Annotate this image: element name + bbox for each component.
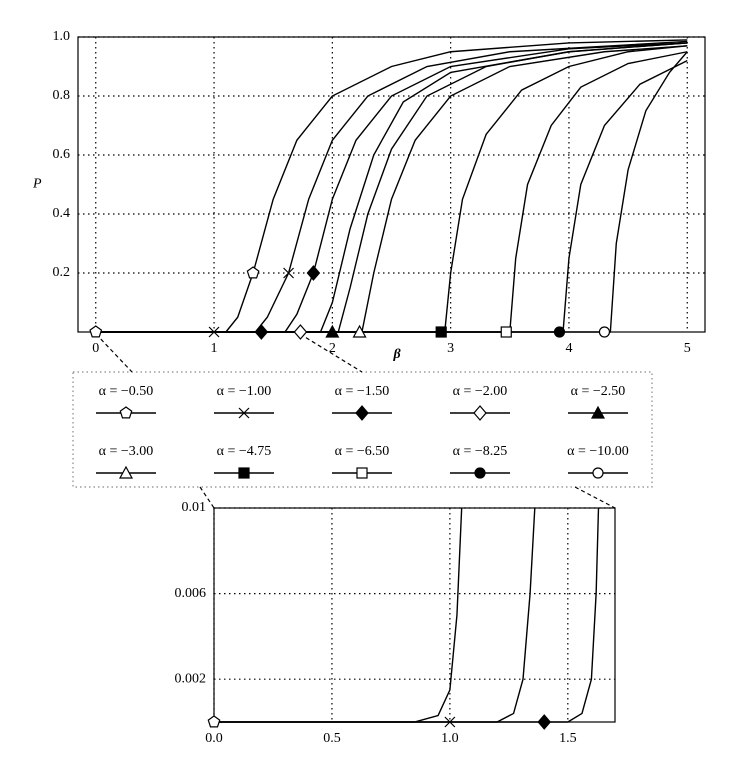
x-tick-label: 2 xyxy=(329,341,336,356)
marker xyxy=(238,407,250,419)
marker xyxy=(553,326,566,338)
y-tick-label: 0.01 xyxy=(182,500,207,515)
marker xyxy=(352,324,367,338)
curve xyxy=(95,42,688,333)
marker xyxy=(598,326,611,338)
curve xyxy=(95,42,688,333)
marker xyxy=(537,714,552,730)
marker xyxy=(355,405,369,421)
legend-label: α = −0.50 xyxy=(99,384,154,399)
zoom-connector xyxy=(199,486,215,509)
plot-frame xyxy=(213,507,616,723)
x-tick-label: 0.5 xyxy=(323,731,341,746)
legend-label: α = −3.00 xyxy=(99,444,154,459)
x-tick-label: 5 xyxy=(684,341,691,356)
marker xyxy=(592,467,604,479)
curve xyxy=(95,45,688,333)
curve xyxy=(95,45,688,333)
y-tick-label: 0.2 xyxy=(53,265,71,280)
curve xyxy=(95,59,688,333)
y-tick-label: 0.6 xyxy=(53,147,71,162)
marker xyxy=(325,324,340,338)
marker xyxy=(119,406,133,419)
zoom-connector xyxy=(95,333,133,373)
legend-label: α = −1.00 xyxy=(217,384,272,399)
y-tick-label: 0.4 xyxy=(53,206,71,221)
x-tick-label: 0 xyxy=(92,341,99,356)
marker xyxy=(293,324,308,340)
curve xyxy=(95,42,688,333)
curve xyxy=(95,39,688,333)
x-tick-label: 0.0 xyxy=(205,731,223,746)
legend-label: α = −2.50 xyxy=(571,384,626,399)
y-tick-label: 0.006 xyxy=(175,586,207,601)
legend-box xyxy=(72,371,653,488)
marker xyxy=(435,326,447,338)
marker xyxy=(444,716,456,728)
curve xyxy=(214,507,536,723)
marker xyxy=(118,465,134,479)
marker xyxy=(473,405,487,421)
x-tick-label: 1 xyxy=(211,341,218,356)
curve xyxy=(95,51,688,333)
marker xyxy=(356,467,368,479)
x-tick-label: 4 xyxy=(565,341,572,356)
marker xyxy=(474,467,486,479)
marker xyxy=(590,405,606,419)
marker xyxy=(500,326,512,338)
y-tick-label: 0.002 xyxy=(175,671,207,686)
legend-label: α = −6.50 xyxy=(335,444,390,459)
zoom-connector xyxy=(299,333,363,373)
marker xyxy=(89,325,103,338)
x-axis-label: β xyxy=(393,347,402,362)
plot-frame xyxy=(77,36,706,333)
y-tick-label: 1.0 xyxy=(53,29,71,44)
legend-label: α = −1.50 xyxy=(335,384,390,399)
y-axis-label: P xyxy=(32,177,42,192)
curve xyxy=(214,507,463,723)
zoom-connector xyxy=(574,486,616,509)
x-tick-label: 1.5 xyxy=(559,731,577,746)
legend-label: α = −10.00 xyxy=(567,444,629,459)
curve xyxy=(95,40,688,333)
curve xyxy=(95,51,688,333)
marker xyxy=(238,467,250,479)
x-tick-label: 3 xyxy=(447,341,454,356)
x-tick-label: 1.0 xyxy=(441,731,459,746)
legend-label: α = −4.75 xyxy=(217,444,272,459)
legend-label: α = −8.25 xyxy=(453,444,508,459)
marker xyxy=(246,266,260,279)
marker xyxy=(208,326,220,338)
y-tick-label: 0.8 xyxy=(53,88,71,103)
marker xyxy=(283,267,295,279)
legend-label: α = −2.00 xyxy=(453,384,508,399)
marker xyxy=(254,324,269,340)
marker xyxy=(207,715,221,728)
curve xyxy=(214,507,600,723)
marker xyxy=(306,265,321,281)
